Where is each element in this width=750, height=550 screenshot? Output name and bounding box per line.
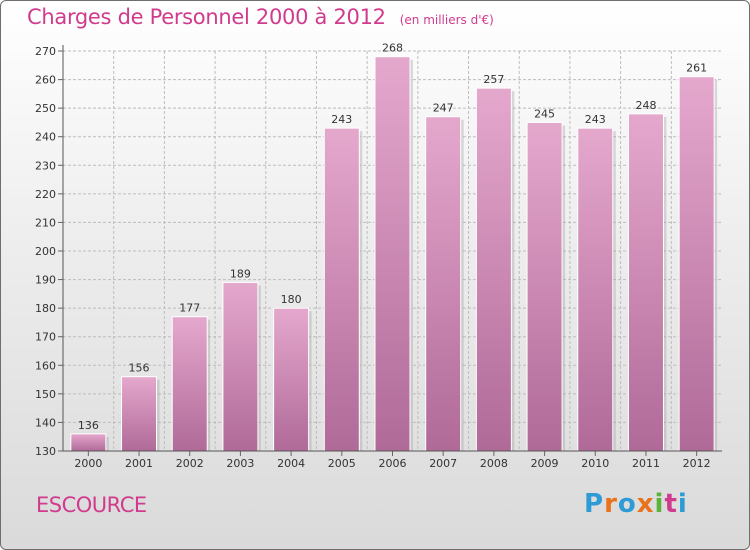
x-tick-label: 2001 — [125, 457, 153, 470]
y-tick-label: 240 — [35, 131, 56, 144]
data-label: 248 — [635, 99, 656, 112]
data-label: 243 — [331, 113, 352, 126]
logo-letter: x — [636, 489, 655, 519]
y-tick-label: 270 — [35, 45, 56, 58]
y-tick-label: 220 — [35, 188, 56, 201]
data-label: 177 — [179, 302, 200, 315]
bar-2006 — [374, 56, 411, 452]
bar-2000 — [70, 433, 107, 452]
x-tick-label: 2010 — [581, 457, 609, 470]
y-tick-label: 170 — [35, 331, 56, 344]
bar-2001 — [121, 376, 158, 452]
bar-2011 — [627, 113, 664, 452]
y-tick-label: 180 — [35, 302, 56, 315]
x-tick-label: 2003 — [226, 457, 254, 470]
x-tick-label: 2008 — [480, 457, 508, 470]
bar-2009 — [526, 121, 563, 452]
chart-title: Charges de Personnel 2000 à 2012 — [27, 5, 386, 29]
data-label: 243 — [585, 113, 606, 126]
x-tick-label: 2005 — [328, 457, 356, 470]
data-label: 156 — [129, 362, 150, 375]
x-tick-label: 2007 — [429, 457, 457, 470]
data-label: 136 — [78, 419, 99, 432]
y-tick-label: 130 — [35, 445, 56, 458]
data-label: 247 — [433, 102, 454, 115]
bar-2005 — [323, 127, 360, 452]
bar-2012 — [678, 76, 715, 452]
x-tick-label: 2011 — [632, 457, 660, 470]
data-label: 261 — [686, 62, 707, 75]
bar-2008 — [475, 87, 512, 452]
bar-2007 — [425, 116, 462, 452]
y-tick-label: 150 — [35, 388, 56, 401]
y-tick-label: 160 — [35, 359, 56, 372]
logo-letter: t — [664, 489, 678, 519]
logo-letter: r — [604, 489, 618, 519]
bar-2004 — [273, 307, 310, 452]
y-tick-label: 200 — [35, 245, 56, 258]
data-label: 268 — [382, 42, 403, 55]
logo-letter: i — [677, 489, 688, 519]
bar-2003 — [222, 281, 259, 452]
x-tick-label: 2004 — [277, 457, 305, 470]
chart-subtitle: (en milliers d'€) — [399, 13, 494, 27]
y-tick-label: 250 — [35, 102, 56, 115]
y-tick-label: 190 — [35, 274, 56, 287]
y-tick-label: 260 — [35, 74, 56, 87]
title-row: Charges de Personnel 2000 à 2012 (en mill… — [27, 5, 494, 29]
y-tick-label: 230 — [35, 159, 56, 172]
data-label: 189 — [230, 267, 251, 280]
x-tick-label: 2002 — [176, 457, 204, 470]
data-label: 257 — [483, 73, 504, 86]
commune-name: ESCOURCE — [36, 493, 147, 517]
data-label: 180 — [281, 293, 302, 306]
logo-letter: i — [654, 489, 665, 519]
y-tick-label: 210 — [35, 216, 56, 229]
x-tick-label: 2000 — [74, 457, 102, 470]
x-tick-label: 2006 — [379, 457, 407, 470]
logo-letter: P — [584, 489, 605, 519]
bar-2002 — [171, 316, 208, 452]
data-label: 245 — [534, 107, 555, 120]
x-tick-label: 2012 — [683, 457, 711, 470]
y-tick-label: 140 — [35, 416, 56, 429]
logo-letter: o — [617, 489, 637, 519]
bar-2010 — [577, 127, 614, 452]
x-tick-label: 2009 — [531, 457, 559, 470]
proxiti-logo: Proxiti — [584, 489, 688, 519]
